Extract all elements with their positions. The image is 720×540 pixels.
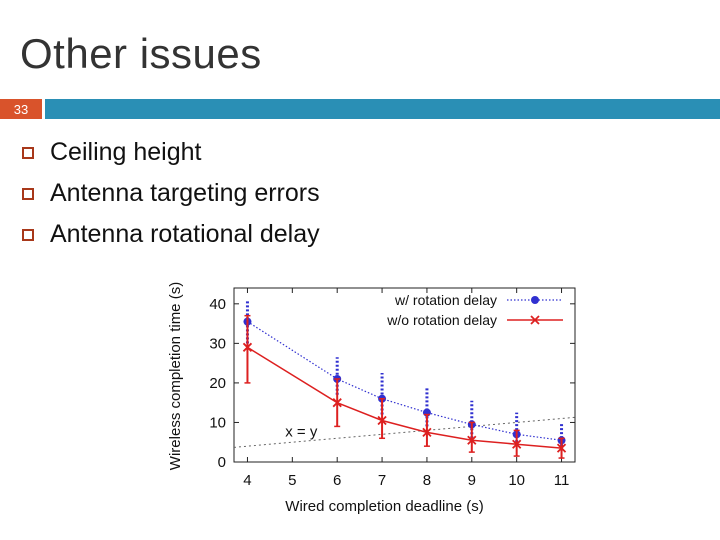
completion-time-chart: 4 5 6 7 8 9 10 11 0 10 20 30 40 Wired completion dead… <box>167 282 576 515</box>
x-tick-label: 4 <box>243 472 251 489</box>
plot-frame <box>233 287 576 463</box>
bullet-item: Antenna rotational delay <box>14 214 320 255</box>
y-tick-label: 10 <box>209 414 226 431</box>
x-tick-label: 5 <box>288 472 296 489</box>
x-tick-label: 8 <box>423 472 431 489</box>
x-axis-label: Wired completion deadline (s) <box>285 498 483 515</box>
reference-line-label: x = y <box>285 423 318 440</box>
square-bullet-icon <box>22 228 34 241</box>
bullet-item: Antenna targeting errors <box>14 173 320 214</box>
data-point <box>242 342 253 352</box>
data-point <box>512 439 522 449</box>
y-tick-label: 30 <box>209 335 226 352</box>
x-tick-label: 6 <box>333 472 341 489</box>
bullet-text: Antenna rotational delay <box>50 220 320 248</box>
data-point <box>422 427 432 437</box>
bullet-list: Ceiling height Antenna targeting errors … <box>14 132 320 255</box>
x-tick-label: 11 <box>554 472 570 489</box>
data-point <box>332 398 342 408</box>
legend-label: w/o rotation delay <box>386 312 497 328</box>
data-point <box>377 415 387 426</box>
y-tick-label: 40 <box>209 296 226 313</box>
data-point <box>467 435 477 445</box>
legend-label: w/ rotation delay <box>394 292 497 308</box>
x-tick-label: 7 <box>378 472 386 489</box>
legend-marker <box>531 296 539 304</box>
bullet-text: Ceiling height <box>50 138 202 166</box>
bullet-item: Ceiling height <box>14 132 320 173</box>
square-bullet-icon <box>22 146 34 159</box>
slide-title: Other issues <box>20 30 262 77</box>
slide-number: 33 <box>0 99 42 119</box>
x-tick-label: 9 <box>468 472 476 489</box>
x-tick-label: 10 <box>508 472 525 489</box>
data-point <box>556 443 567 453</box>
y-axis-label: Wireless completion time (s) <box>167 282 184 470</box>
y-tick-label: 0 <box>218 454 226 471</box>
header-accent-bar <box>45 99 720 119</box>
legend-marker <box>530 315 540 325</box>
y-tick-label: 20 <box>209 375 226 392</box>
bullet-text: Antenna targeting errors <box>50 179 320 207</box>
square-bullet-icon <box>22 187 34 200</box>
reference-line <box>233 416 576 448</box>
